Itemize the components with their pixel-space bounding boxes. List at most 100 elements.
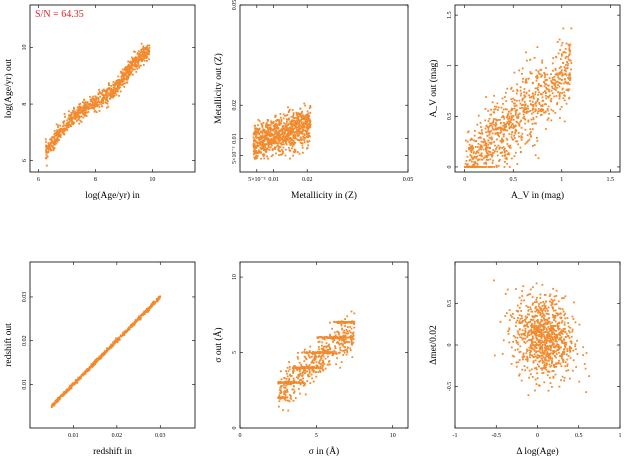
data-point: [299, 392, 301, 395]
data-point: [556, 103, 559, 106]
scatter-points: [464, 27, 573, 168]
data-point: [303, 384, 306, 386]
data-point: [106, 88, 108, 91]
data-point: [52, 145, 54, 148]
data-point: [283, 396, 286, 399]
data-point: [295, 376, 298, 379]
data-point: [51, 404, 53, 407]
data-point: [287, 370, 290, 373]
data-point: [484, 141, 487, 144]
data-point: [68, 115, 71, 118]
data-point: [568, 52, 571, 55]
data-point: [327, 351, 330, 354]
data-point: [316, 337, 319, 339]
data-point: [82, 112, 85, 115]
data-point: [341, 328, 344, 331]
data-point: [540, 108, 543, 110]
x-tick-label: 0.02: [112, 433, 123, 439]
data-point: [553, 75, 556, 78]
data-point: [303, 126, 306, 129]
data-point: [551, 328, 554, 331]
data-point: [118, 94, 120, 97]
data-point: [500, 106, 503, 109]
data-point: [300, 116, 303, 119]
data-point: [111, 91, 114, 94]
data-point: [265, 138, 268, 141]
data-point: [108, 89, 111, 91]
data-point: [112, 95, 115, 98]
data-point: [488, 130, 491, 133]
data-point: [77, 114, 80, 117]
data-point: [551, 302, 554, 305]
data-point: [540, 114, 542, 117]
data-point: [62, 129, 64, 132]
data-point: [560, 54, 563, 57]
data-point: [275, 122, 278, 125]
data-point: [557, 361, 560, 364]
data-point: [508, 146, 511, 149]
data-point: [279, 380, 282, 383]
data-point: [75, 116, 78, 119]
data-point: [52, 143, 55, 146]
data-point: [503, 126, 506, 129]
data-point: [315, 364, 318, 367]
data-point: [289, 137, 292, 139]
data-point: [285, 381, 288, 384]
data-point: [66, 389, 69, 392]
data-point: [337, 342, 340, 345]
data-point: [566, 317, 569, 319]
data-point: [301, 129, 304, 132]
data-point: [296, 139, 299, 141]
data-point: [554, 339, 557, 342]
data-point: [565, 341, 568, 344]
data-point: [301, 138, 304, 141]
data-point: [508, 117, 511, 120]
data-point: [530, 340, 533, 343]
data-point: [49, 148, 52, 151]
x-tick-label: 0.05: [403, 177, 414, 183]
data-point: [255, 147, 258, 149]
data-point: [299, 382, 302, 385]
data-point: [85, 103, 87, 106]
data-point: [295, 382, 298, 384]
data-point: [532, 330, 535, 333]
data-point: [309, 345, 312, 348]
data-point: [529, 320, 532, 323]
data-point: [294, 134, 297, 136]
data-point: [133, 50, 135, 53]
data-point: [505, 137, 508, 140]
data-point: [323, 352, 326, 354]
data-point: [538, 323, 541, 325]
data-point: [101, 100, 104, 103]
data-point: [538, 72, 540, 75]
data-point: [306, 129, 309, 131]
data-point: [49, 138, 51, 141]
data-point: [555, 303, 558, 305]
data-point: [525, 51, 527, 54]
data-point: [277, 147, 280, 149]
data-point: [491, 101, 494, 104]
data-point: [274, 141, 277, 144]
data-point: [510, 88, 513, 90]
data-point: [306, 123, 309, 125]
data-point: [496, 166, 498, 168]
data-point: [498, 147, 501, 150]
data-point: [352, 334, 355, 337]
data-point: [254, 157, 257, 160]
data-point: [279, 129, 282, 132]
data-point: [261, 143, 263, 146]
data-point: [535, 104, 538, 107]
data-point: [494, 133, 497, 135]
data-point: [127, 60, 130, 63]
y-axis-label: σ out (Å): [212, 327, 224, 362]
data-point: [512, 114, 515, 117]
data-point: [493, 354, 496, 357]
data-point: [83, 107, 86, 110]
data-point: [342, 331, 345, 334]
data-point: [566, 88, 569, 91]
data-point: [289, 133, 292, 136]
data-point: [313, 369, 315, 372]
data-point: [491, 122, 493, 125]
data-point: [128, 61, 131, 64]
data-point: [488, 133, 491, 136]
